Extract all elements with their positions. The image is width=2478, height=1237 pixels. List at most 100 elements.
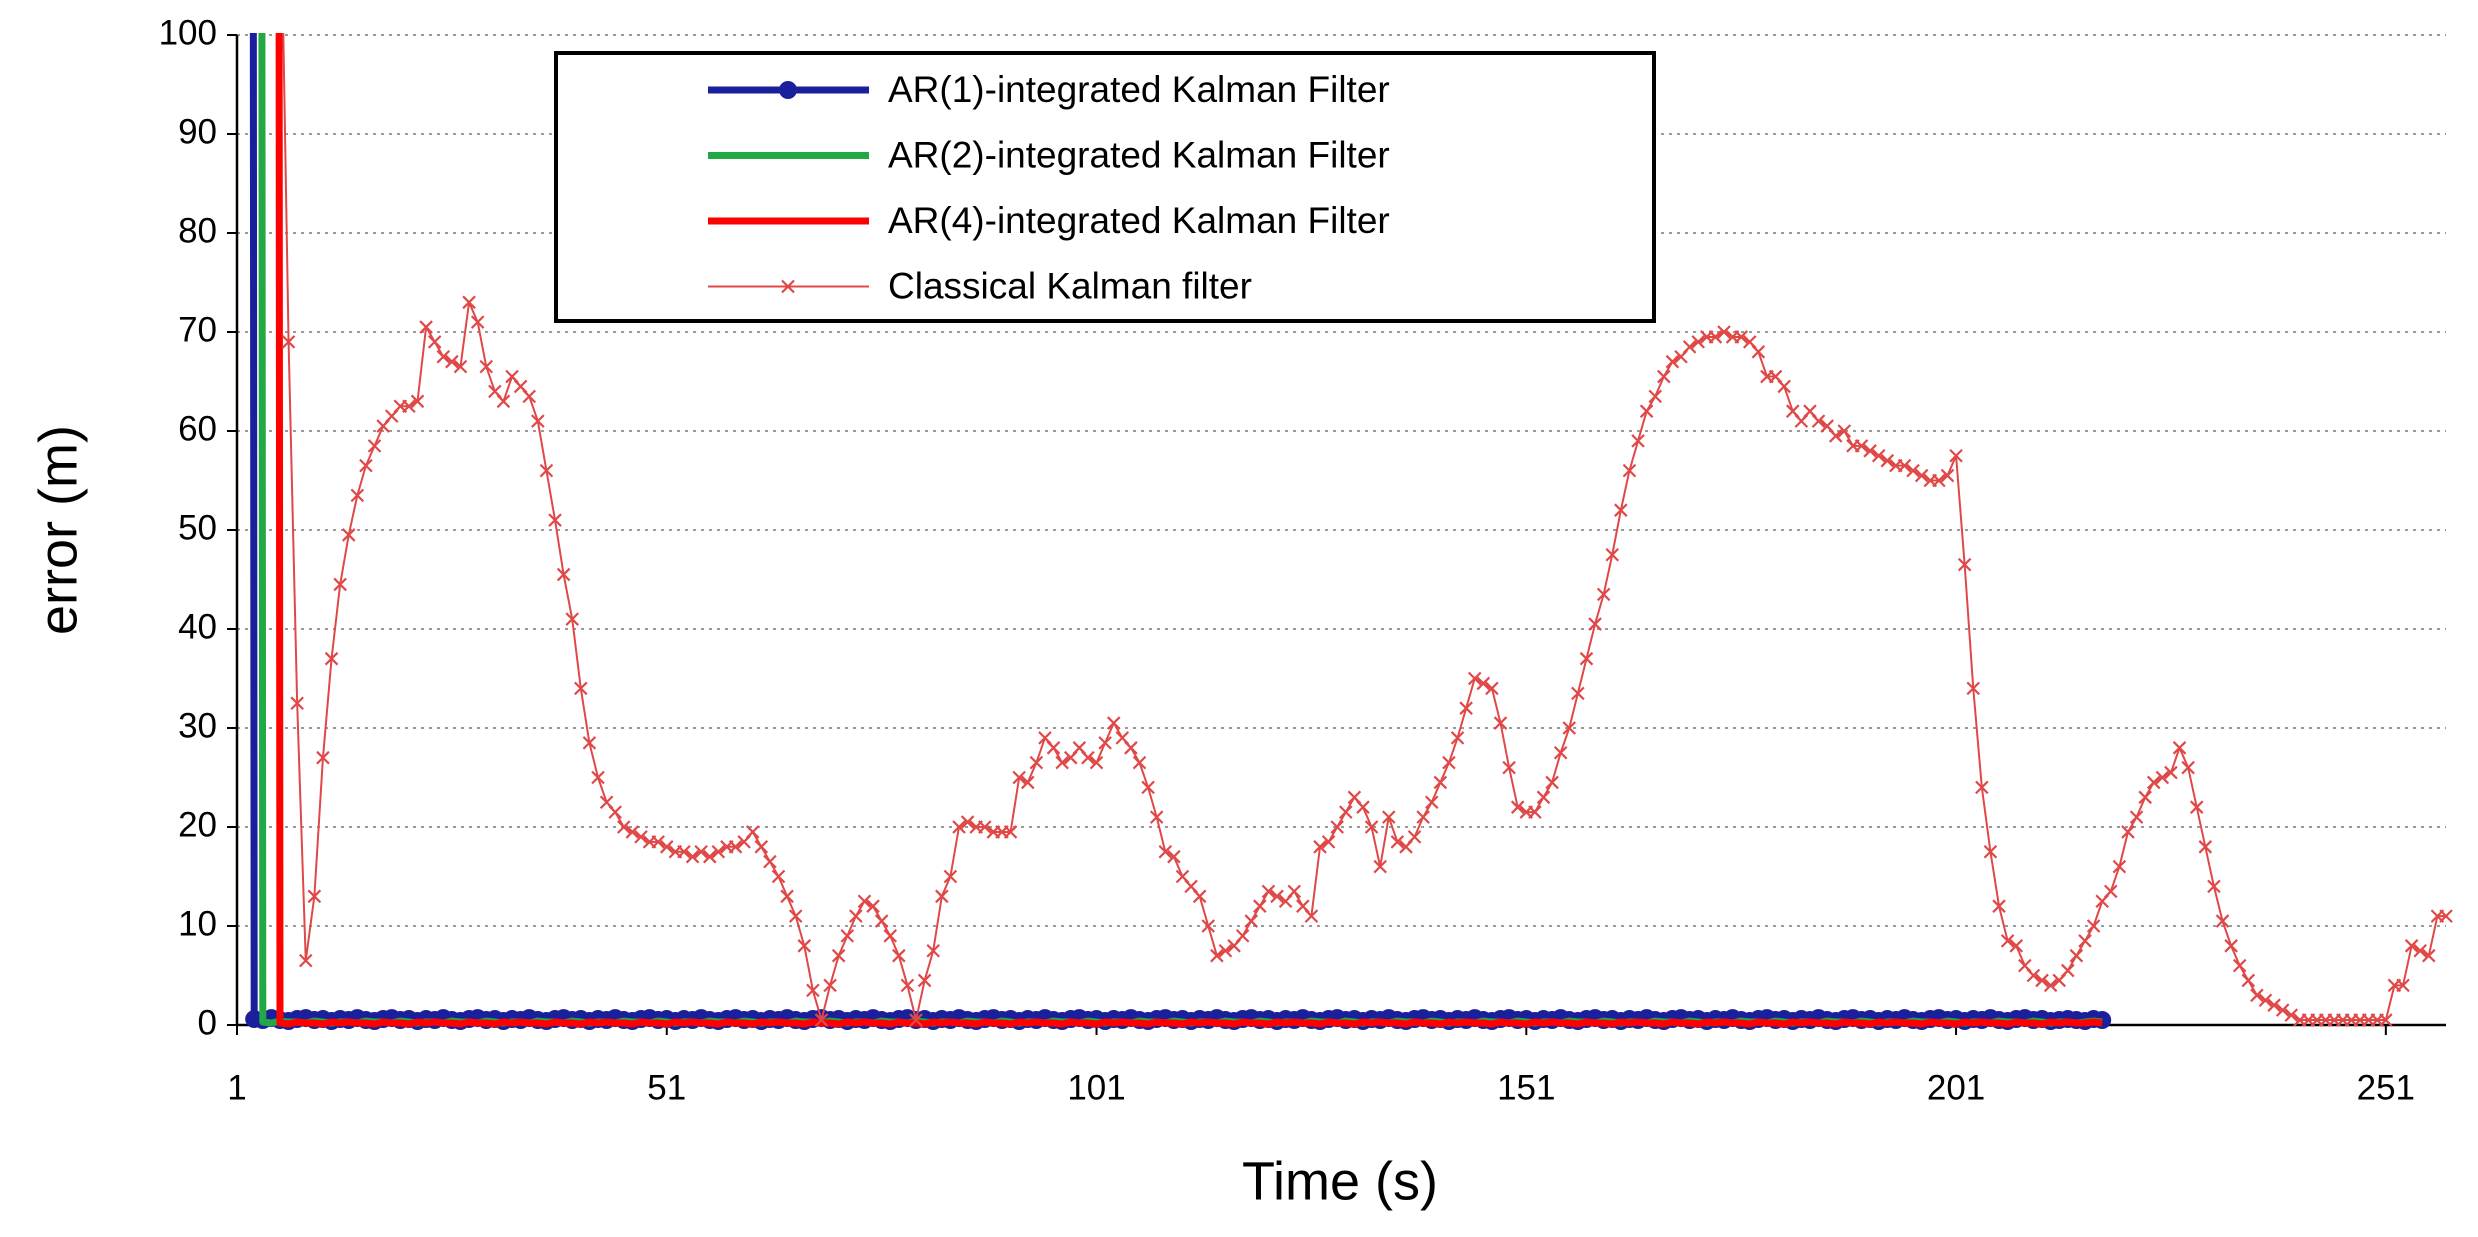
marker: [522, 389, 537, 404]
marker: [1416, 810, 1430, 824]
marker: [840, 929, 855, 943]
marker: [1381, 810, 1396, 824]
marker: [402, 399, 416, 414]
marker: [462, 295, 476, 310]
marker: [1614, 503, 1628, 517]
marker: [1141, 780, 1155, 795]
marker: [1777, 379, 1791, 394]
marker: [436, 349, 451, 364]
marker: [2413, 943, 2427, 958]
marker: [2422, 948, 2436, 963]
y-tick-label: 10: [178, 904, 217, 943]
marker: [324, 651, 339, 666]
marker: [1450, 731, 1465, 745]
marker: [677, 844, 691, 859]
x-tick-label: 251: [2357, 1068, 2415, 1107]
marker: [2009, 939, 2024, 953]
marker: [2379, 1013, 2393, 1027]
marker: [2224, 939, 2238, 953]
marker: [565, 612, 579, 626]
marker: [427, 335, 442, 349]
x-tick-label: 51: [647, 1068, 686, 1107]
marker: [367, 439, 382, 453]
marker: [943, 869, 958, 884]
marker: [1657, 369, 1671, 384]
marker: [2121, 825, 2135, 839]
marker: [1622, 463, 1637, 478]
marker: [1046, 741, 1061, 755]
marker: [763, 854, 777, 869]
marker: [806, 983, 820, 998]
marker: [1510, 800, 1525, 814]
marker: [1485, 681, 1499, 696]
marker: [2035, 973, 2049, 988]
marker: [1081, 750, 1095, 765]
marker: [866, 899, 880, 913]
marker: [1880, 453, 1895, 468]
marker: [496, 394, 511, 409]
marker: [2172, 741, 2187, 755]
marker: [1476, 676, 1491, 691]
marker: [2112, 859, 2127, 874]
marker: [1158, 844, 1173, 859]
marker: [1717, 325, 1731, 339]
marker: [728, 840, 743, 854]
marker: [2439, 909, 2453, 923]
y-tick-label: 90: [178, 112, 217, 151]
legend: AR(1)-integrated Kalman Filter AR(2)-inte…: [554, 51, 1656, 323]
marker: [849, 909, 863, 923]
marker: [2155, 770, 2170, 785]
marker: [1983, 844, 1998, 859]
marker: [1897, 458, 1912, 473]
legend-marker: [779, 81, 797, 99]
x-tick-label: 201: [1927, 1068, 1985, 1107]
marker: [1055, 755, 1069, 770]
marker: [359, 458, 373, 473]
marker: [1639, 404, 1654, 418]
legend-label: AR(1)-integrated Kalman Filter: [888, 69, 1390, 110]
marker: [1235, 929, 1250, 943]
marker: [1012, 770, 1026, 785]
marker: [909, 1013, 923, 1027]
marker: [926, 943, 940, 958]
marker: [892, 948, 906, 963]
marker: [1149, 810, 1164, 824]
marker: [453, 359, 468, 374]
marker: [1528, 805, 1542, 819]
marker: [410, 394, 425, 409]
y-tick-label: 50: [178, 508, 217, 547]
marker: [1665, 354, 1680, 369]
x-axis-label: Time (s): [1242, 1151, 1438, 1211]
marker: [2207, 879, 2221, 894]
marker: [316, 750, 330, 765]
marker: [1631, 434, 1645, 448]
marker: [539, 463, 554, 478]
marker: [1373, 859, 1387, 874]
marker: [2404, 939, 2419, 953]
marker: [350, 488, 365, 503]
marker: [1571, 686, 1585, 701]
marker: [1253, 899, 1267, 913]
marker: [2069, 948, 2084, 963]
marker: [1940, 468, 1955, 483]
marker: [1992, 899, 2006, 913]
marker: [935, 889, 949, 904]
marker: [2198, 840, 2213, 854]
marker: [745, 825, 760, 839]
marker: [1579, 651, 1594, 666]
marker: [2241, 973, 2256, 988]
legend-label: Classical Kalman filter: [888, 265, 1252, 306]
marker: [2129, 810, 2144, 824]
marker: [1192, 889, 1207, 904]
marker: [1106, 716, 1121, 730]
marker: [2215, 914, 2230, 928]
x-tick-label: 151: [1497, 1068, 1555, 1107]
marker: [1364, 820, 1379, 834]
marker: [1854, 439, 1869, 453]
marker: [582, 736, 597, 750]
marker: [1442, 755, 1456, 770]
y-tick-label: 40: [178, 607, 217, 646]
y-tick-label: 80: [178, 211, 217, 250]
marker: [711, 844, 726, 859]
